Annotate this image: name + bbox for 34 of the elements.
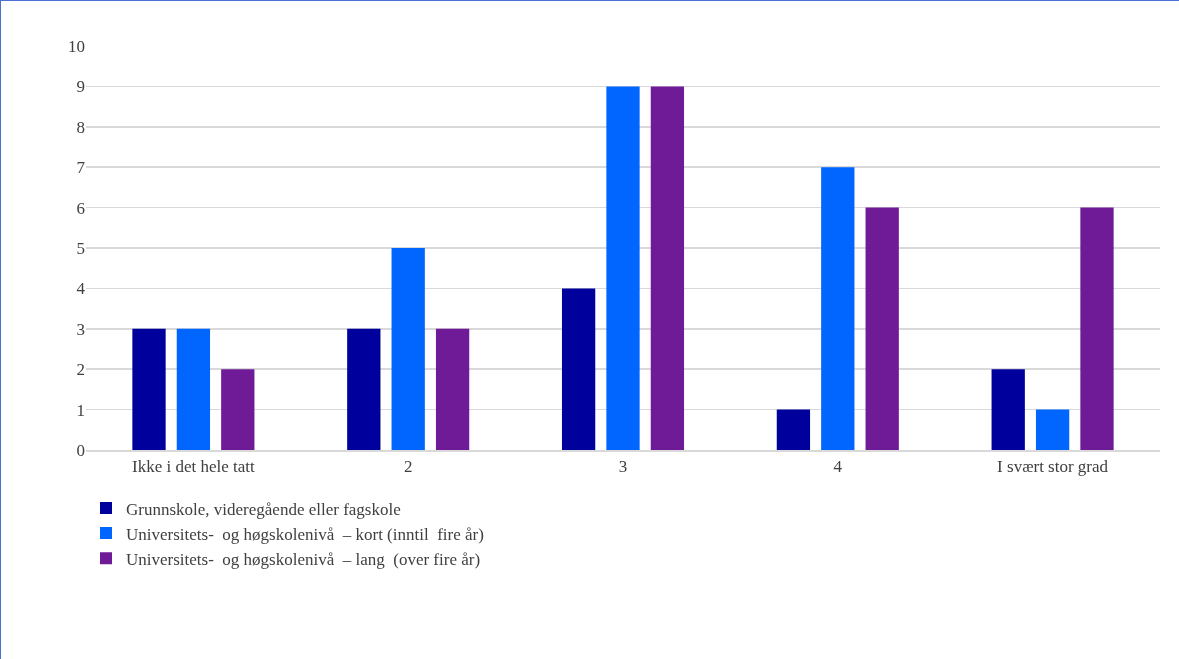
legend-label: Grunnskole, videregående eller fagskole	[126, 499, 401, 519]
y-tick-label: 5	[76, 238, 85, 258]
y-tick-label: 10	[68, 36, 85, 56]
y-tick-label: 2	[76, 360, 85, 380]
bar	[176, 328, 211, 450]
bar	[650, 86, 685, 450]
bar	[606, 86, 640, 450]
bar	[347, 328, 381, 450]
y-tick-label: 0	[76, 440, 85, 460]
x-tick-label: 3	[618, 456, 628, 476]
y-tick-label: 7	[76, 158, 86, 178]
x-tick-label: I svært stor grad	[997, 456, 1109, 476]
bar	[1035, 409, 1070, 450]
bar	[221, 369, 255, 450]
bar	[132, 328, 166, 450]
y-tick-label: 3	[76, 319, 85, 339]
bar	[561, 288, 596, 450]
legend-label: Universitets- og høgskolenivå – lang (over fire år)	[126, 549, 481, 569]
bar	[776, 409, 811, 450]
bar	[391, 248, 425, 450]
bar	[865, 207, 899, 450]
y-tick-label: 8	[76, 117, 85, 137]
bar	[821, 167, 855, 450]
legend-label: Universitets- og høgskolenivå – kort (inntil fire år)	[126, 524, 484, 544]
y-tick-label: 6	[76, 198, 85, 218]
bar	[435, 328, 470, 450]
x-tick-label: 4	[833, 456, 843, 476]
x-tick-label: 2	[403, 456, 413, 476]
bar	[991, 369, 1025, 450]
y-tick-label: 9	[76, 77, 85, 97]
bar	[1080, 207, 1114, 450]
y-tick-label: 1	[76, 400, 85, 420]
y-tick-label: 4	[76, 279, 86, 299]
x-tick-label: Ikke i det hele tatt	[132, 456, 256, 476]
